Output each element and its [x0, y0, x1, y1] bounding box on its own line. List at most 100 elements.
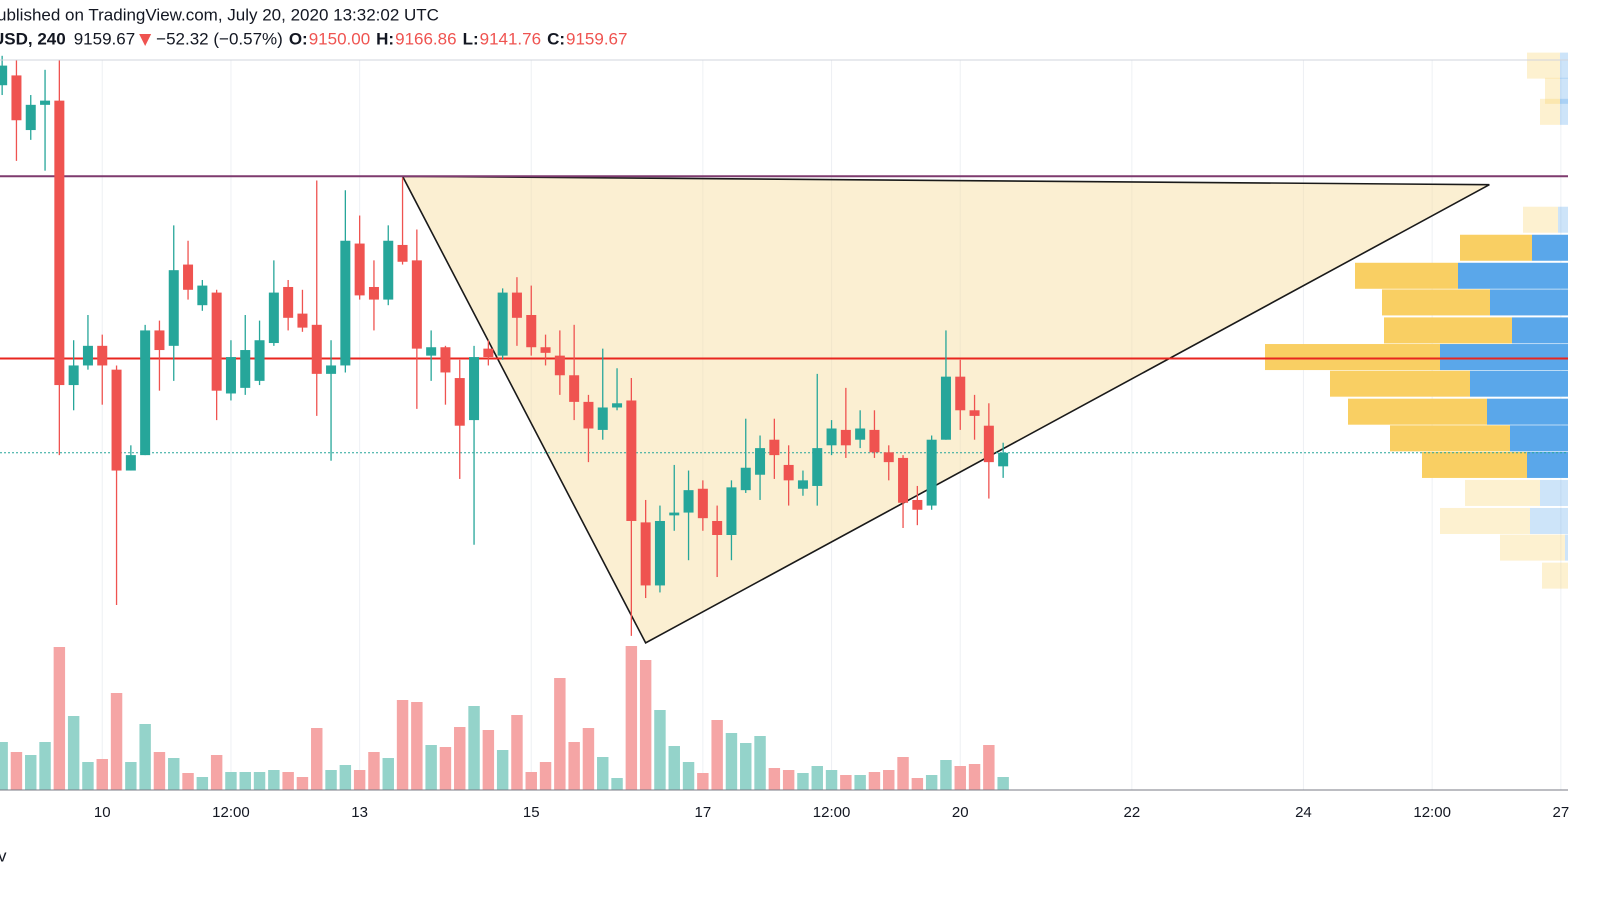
open-value: 9150.00: [309, 29, 370, 48]
candle-body: [469, 357, 480, 421]
volume-bar: [997, 777, 1009, 790]
volume-bar: [897, 757, 909, 790]
volume-profile-up: [1560, 52, 1568, 79]
volume-profile-down: [1390, 425, 1510, 452]
volume-profile-up: [1527, 451, 1568, 478]
high-value: 9166.86: [395, 29, 456, 48]
volume-bar: [296, 777, 309, 790]
open-label: O:: [289, 29, 308, 48]
volume-bar: [25, 755, 37, 790]
candle-body: [898, 457, 909, 503]
candle-body: [411, 260, 422, 349]
candle-body: [783, 464, 794, 481]
candle-body: [426, 347, 437, 356]
volume-bar: [883, 770, 895, 790]
volume-profile-up: [1532, 234, 1568, 261]
candle-body: [712, 520, 723, 535]
candle-body: [697, 488, 708, 519]
candle-body: [669, 512, 680, 516]
candle-body: [654, 520, 665, 586]
volume-profile-down: [1523, 206, 1558, 233]
volume-bar: [582, 728, 595, 790]
volume-bar: [797, 773, 809, 790]
volume-bar: [96, 759, 108, 790]
volume-bar: [625, 646, 638, 790]
change: −52.32 (−0.57%): [156, 29, 283, 48]
candle-body: [183, 264, 194, 290]
x-tick-label: 27: [1553, 804, 1570, 821]
volume-bar: [368, 752, 380, 790]
volume-bar: [511, 715, 523, 790]
candle-body: [368, 286, 379, 300]
candle-body: [168, 270, 179, 346]
candle-body: [0, 65, 8, 86]
candle-body: [225, 357, 236, 394]
volume-profile-up: [1560, 98, 1568, 125]
volume-profile-down: [1460, 234, 1532, 261]
volume-bar: [353, 770, 366, 790]
candle-body: [683, 490, 694, 513]
x-tick-label: 12:00: [813, 804, 851, 821]
volume-bar: [611, 778, 623, 790]
volume-bar: [925, 775, 938, 790]
volume-profile-down: [1330, 370, 1470, 397]
published-note: ublished on TradingView.com, July 20, 20…: [0, 5, 439, 24]
volume-bar: [768, 768, 781, 790]
footer-logo-text: v: [0, 846, 7, 865]
high-label: H:: [376, 29, 394, 48]
volume-profile-up: [1530, 507, 1568, 534]
candle-body: [583, 401, 594, 429]
volume-bar: [396, 700, 409, 790]
volume-bar: [454, 727, 466, 790]
volume-profile-down: [1382, 289, 1490, 316]
volume-bar: [911, 778, 924, 790]
candle-body: [125, 455, 136, 471]
candle-body: [612, 403, 623, 408]
candle-body: [68, 365, 79, 386]
candle-body: [454, 378, 465, 426]
volume-bar: [725, 733, 738, 790]
volume-bar: [940, 760, 952, 790]
candle-body: [569, 375, 580, 402]
candle-body: [25, 104, 36, 131]
candle-body: [955, 376, 966, 411]
volume-bar: [754, 736, 766, 790]
volume-profile-up: [1560, 77, 1568, 104]
volume-bar: [554, 678, 566, 790]
candle-body: [926, 439, 937, 506]
volume-bar: [597, 757, 609, 790]
volume-bar: [468, 706, 480, 790]
volume-bar: [854, 775, 866, 790]
candle-body: [883, 452, 894, 463]
volume-bar: [210, 755, 223, 790]
volume-bar: [496, 750, 509, 790]
last-price: 9159.67: [74, 29, 135, 48]
candle-body: [240, 350, 251, 388]
candle-body: [540, 347, 551, 353]
volume-profile-up: [1558, 206, 1568, 233]
candle-body: [726, 487, 737, 535]
volume-profile-up: [1470, 370, 1568, 397]
symbol: USD, 240: [0, 29, 66, 48]
volume-profile-up: [1510, 425, 1568, 452]
volume-bar: [539, 762, 552, 790]
candle-body: [511, 292, 522, 318]
x-tick-label: 12:00: [1413, 804, 1451, 821]
header-line-1: ublished on TradingView.com, July 20, 20…: [0, 5, 439, 24]
volume-bar: [382, 758, 394, 790]
candle-body: [983, 425, 994, 463]
volume-profile-down: [1527, 52, 1560, 79]
volume-profile-up: [1440, 344, 1568, 371]
candle-body: [383, 240, 394, 300]
volume-bar: [153, 752, 166, 790]
x-tick-label: 24: [1295, 804, 1312, 821]
volume-profile-down: [1542, 562, 1568, 589]
volume-bar: [639, 660, 652, 790]
volume-bar: [311, 728, 323, 790]
close-value: 9159.67: [566, 29, 627, 48]
candle-body: [283, 286, 294, 318]
volume-bar: [0, 742, 8, 790]
